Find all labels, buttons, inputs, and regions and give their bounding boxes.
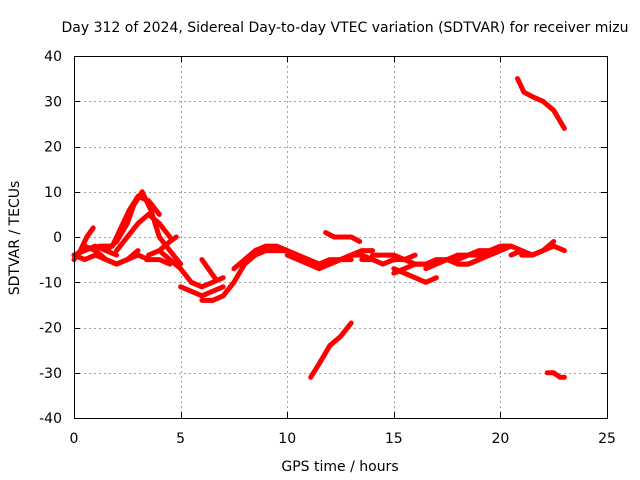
y-tick-label: -20: [39, 321, 62, 337]
y-tick-label: -40: [39, 411, 62, 427]
chart-title: Day 312 of 2024, Sidereal Day-to-day VTE…: [62, 20, 629, 36]
series-line-arc-27: [455, 243, 525, 267]
series-line-arc-8: [146, 234, 179, 258]
x-tick-label: 0: [70, 431, 79, 447]
series-line-arc-13: [188, 275, 226, 290]
x-tick-label: 5: [176, 431, 185, 447]
y-tick-label: 20: [44, 140, 62, 156]
x-tick-label: 15: [385, 431, 403, 447]
series-line-arc-2: [71, 243, 120, 258]
series-line-arc-29: [519, 239, 557, 258]
series-line-arc-9: [144, 257, 173, 267]
series-line-arc-18: [327, 248, 375, 267]
x-tick-label: 25: [598, 431, 616, 447]
ticks: [74, 56, 608, 419]
y-tick-label: -30: [39, 366, 62, 382]
series-line-arc-31: [544, 370, 567, 380]
series-line-arc-19: [323, 230, 363, 244]
y-tick-label: 40: [44, 49, 62, 65]
y-tick-label: 30: [44, 94, 62, 110]
x-tick-label: 10: [278, 431, 296, 447]
series-line-arc-11: [178, 284, 226, 299]
series-line-arc-15: [231, 243, 311, 272]
y-tick-labels: -40 -30 -20 -10 0 10 20 30 40: [39, 49, 62, 427]
y-tick-label: -10: [39, 275, 62, 291]
series-line-arc-12: [199, 248, 290, 303]
x-tick-label: 20: [491, 431, 509, 447]
series-line-arc-6: [97, 193, 162, 249]
y-tick-label: 0: [53, 230, 62, 246]
series-line-arc-14: [199, 257, 218, 281]
series-line-arc-7: [114, 211, 173, 254]
x-tick-labels: 0 5 10 15 20 25: [70, 431, 616, 447]
series-line-arc-4: [82, 243, 141, 267]
series-line-arc-26: [444, 243, 514, 263]
series-line-arc-10: [156, 248, 205, 290]
series-layer: [71, 76, 567, 380]
series-line-arc-30: [515, 76, 567, 131]
x-axis-label: GPS time / hours: [281, 459, 398, 475]
series-line-arc-20: [308, 320, 354, 380]
y-tick-label: 10: [44, 185, 62, 201]
y-axis-label: SDTVAR / TECUs: [7, 181, 23, 296]
